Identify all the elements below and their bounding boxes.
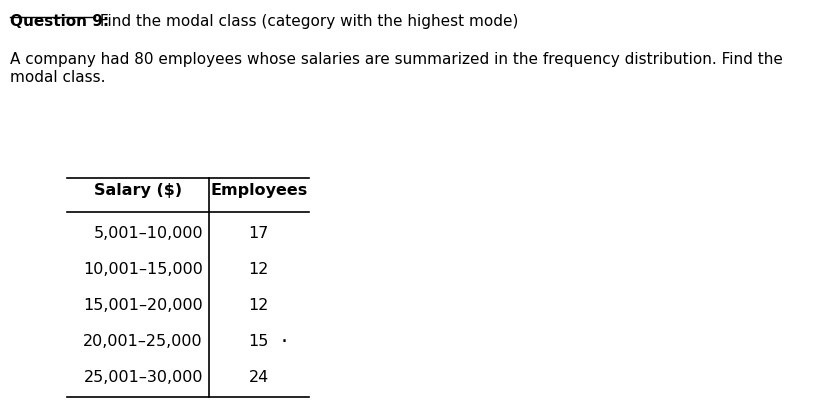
- Text: Salary ($): Salary ($): [94, 182, 182, 197]
- Text: 5,001–10,000: 5,001–10,000: [94, 225, 203, 240]
- Text: 17: 17: [249, 225, 269, 240]
- Text: 10,001–15,000: 10,001–15,000: [83, 261, 203, 276]
- Text: 12: 12: [249, 261, 269, 276]
- Text: 25,001–30,000: 25,001–30,000: [84, 369, 203, 385]
- Text: 20,001–25,000: 20,001–25,000: [84, 333, 203, 348]
- Text: 15: 15: [249, 333, 269, 348]
- Text: ·: ·: [281, 331, 287, 351]
- Text: 15,001–20,000: 15,001–20,000: [84, 297, 203, 312]
- Text: Employees: Employees: [210, 182, 307, 197]
- Text: Question 9:: Question 9:: [10, 14, 109, 29]
- Text: 24: 24: [249, 369, 269, 385]
- Text: Find the modal class (category with the highest mode): Find the modal class (category with the …: [94, 14, 518, 29]
- Text: A company had 80 employees whose salaries are summarized in the frequency distri: A company had 80 employees whose salarie…: [10, 52, 783, 85]
- Text: 12: 12: [249, 297, 269, 312]
